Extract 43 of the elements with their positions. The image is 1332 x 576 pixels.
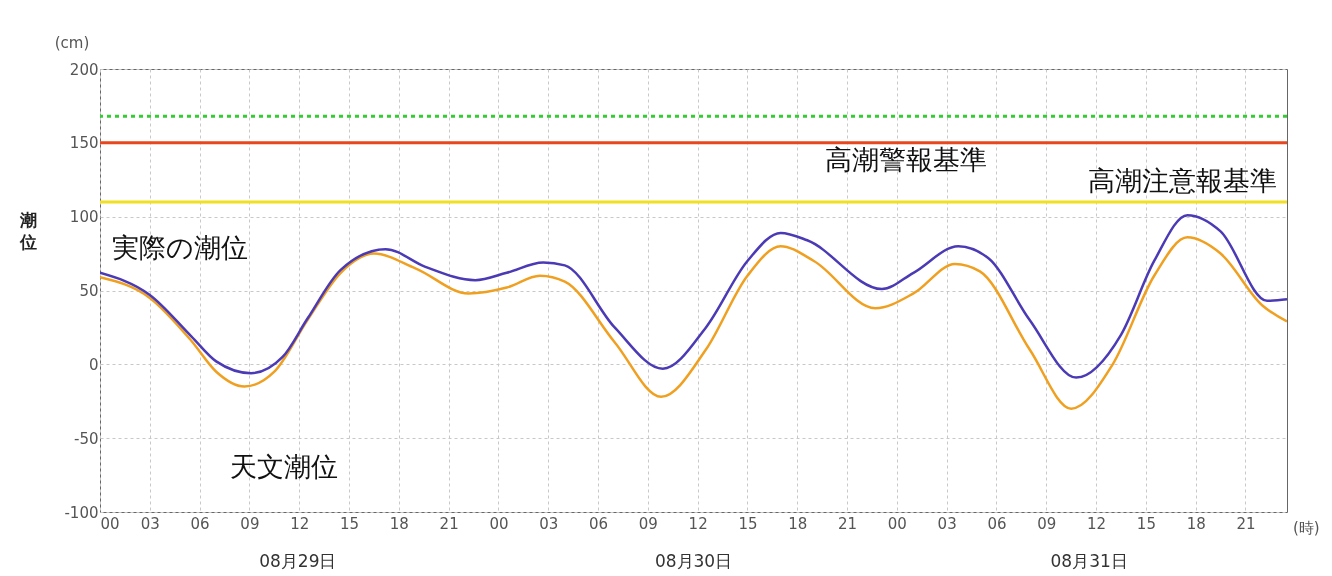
- x-tick-label: 12: [688, 514, 708, 533]
- x-tick-label: 21: [1236, 514, 1256, 533]
- x-tick-label: 00: [100, 514, 120, 533]
- x-tick-label: 18: [1186, 514, 1206, 533]
- x-tick-label: 06: [987, 514, 1007, 533]
- x-tick-label: 15: [1136, 514, 1156, 533]
- x-axis-title: (時): [1293, 519, 1320, 537]
- x-tick-label: 21: [838, 514, 858, 533]
- line-series: [100, 213, 1287, 379]
- x-tick-label: 15: [339, 514, 360, 533]
- x-tick-label: 03: [140, 514, 160, 533]
- y-tick-label: 0: [88, 355, 99, 374]
- ref-line-label: 高潮警報基準: [825, 143, 987, 175]
- y-tick-label: -50: [74, 429, 99, 448]
- x-tick-label: 09: [1037, 514, 1057, 533]
- ref-line-label: 高潮注意報基準: [1088, 164, 1277, 196]
- x-tick-label: 00: [887, 514, 907, 533]
- x-tick-label: 18: [788, 514, 808, 533]
- text: 08月31日: [1050, 551, 1128, 571]
- y-tick-label: 200: [69, 60, 99, 79]
- x-tick-label: 21: [439, 514, 459, 533]
- line-series: [100, 236, 1287, 410]
- x-tick-label: 06: [589, 514, 609, 533]
- x-tick-label: 06: [190, 514, 210, 533]
- text: (cm): [54, 34, 90, 52]
- y-tick-label: 150: [69, 134, 99, 153]
- x-tick-label: 03: [937, 514, 957, 533]
- y-tick-label: -100: [64, 503, 99, 522]
- x-tick-label: 12: [1087, 514, 1107, 533]
- series-label: 実際の潮位: [112, 231, 248, 263]
- x-tick-label: 03: [539, 514, 559, 533]
- y-tick-label: 50: [79, 282, 99, 300]
- text: 天文潮位: [230, 451, 339, 483]
- x-tick-label: 00: [489, 514, 509, 533]
- x-tick-label: 12: [290, 514, 310, 533]
- text: 08月29日: [259, 551, 337, 571]
- x-tick-label: 09: [240, 514, 260, 533]
- x-tick-label: 09: [638, 514, 658, 533]
- y-axis-title: 潮位: [18, 209, 37, 252]
- x-tick-label: 18: [389, 514, 409, 533]
- text: 08月30日: [654, 551, 733, 571]
- y-tick-label: 100: [69, 208, 99, 227]
- x-tick-label: 15: [738, 514, 758, 533]
